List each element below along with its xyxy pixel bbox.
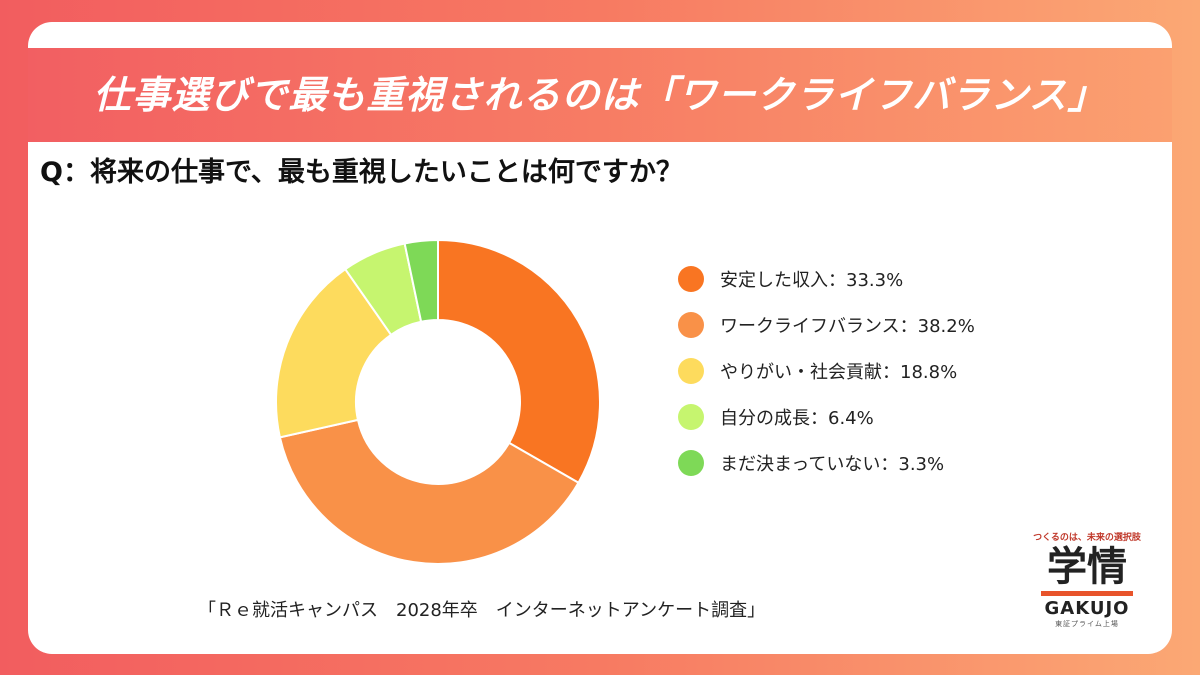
source-note: 「Ｒｅ就活キャンパス 2028年卒 インターネットアンケート調査」: [198, 600, 766, 621]
legend-label: ワークライフバランス：38.2%: [720, 316, 975, 337]
logo-accent-bar: [1041, 591, 1133, 596]
legend-label: 安定した収入：33.3%: [720, 270, 904, 291]
logo-name: GAKUJO: [1044, 598, 1130, 619]
donut-slice-3: [275, 267, 393, 439]
content-card: 仕事選びで最も重視されるのは「ワークライフバランス」 Q：将来の仕事で、最も重視…: [28, 22, 1172, 654]
legend-item-3: やりがい・社会貢献：18.8%: [678, 348, 1148, 394]
logo-tagline: つくるのは、未来の選択肢: [1033, 533, 1141, 543]
legend-swatch: [678, 404, 704, 430]
donut-slice-1: [437, 238, 601, 485]
legend-item-5: まだ決まっていない：3.3%: [678, 440, 1148, 486]
legend-label: 自分の成長：6.4%: [720, 408, 874, 429]
logo-kanji: 学情: [1047, 543, 1127, 590]
legend-swatch: [678, 358, 704, 384]
gakujo-logo: つくるのは、未来の選択肢 学情 GAKUJO 東証プライム上場: [1022, 530, 1152, 629]
legend-swatch: [678, 450, 704, 476]
title-banner: 仕事選びで最も重視されるのは「ワークライフバランス」: [28, 48, 1172, 142]
donut-chart: [275, 238, 601, 565]
chart-legend: 安定した収入：33.3% ワークライフバランス：38.2% やりがい・社会貢献：18…: [678, 256, 1148, 486]
page-title: 仕事選びで最も重視されるのは「ワークライフバランス」: [93, 73, 1107, 117]
survey-question: Q：将来の仕事で、最も重視したいことは何ですか？: [40, 157, 683, 188]
donut-slice-2: [278, 418, 580, 565]
legend-swatch: [678, 266, 704, 292]
legend-label: やりがい・社会貢献：18.8%: [720, 362, 958, 383]
legend-item-2: ワークライフバランス：38.2%: [678, 302, 1148, 348]
legend-label: まだ決まっていない：3.3%: [720, 454, 945, 475]
donut-slice-5: [403, 238, 439, 323]
legend-item-1: 安定した収入：33.3%: [678, 256, 1148, 302]
legend-item-4: 自分の成長：6.4%: [678, 394, 1148, 440]
logo-subtext: 東証プライム上場: [1055, 620, 1119, 628]
legend-swatch: [678, 312, 704, 338]
